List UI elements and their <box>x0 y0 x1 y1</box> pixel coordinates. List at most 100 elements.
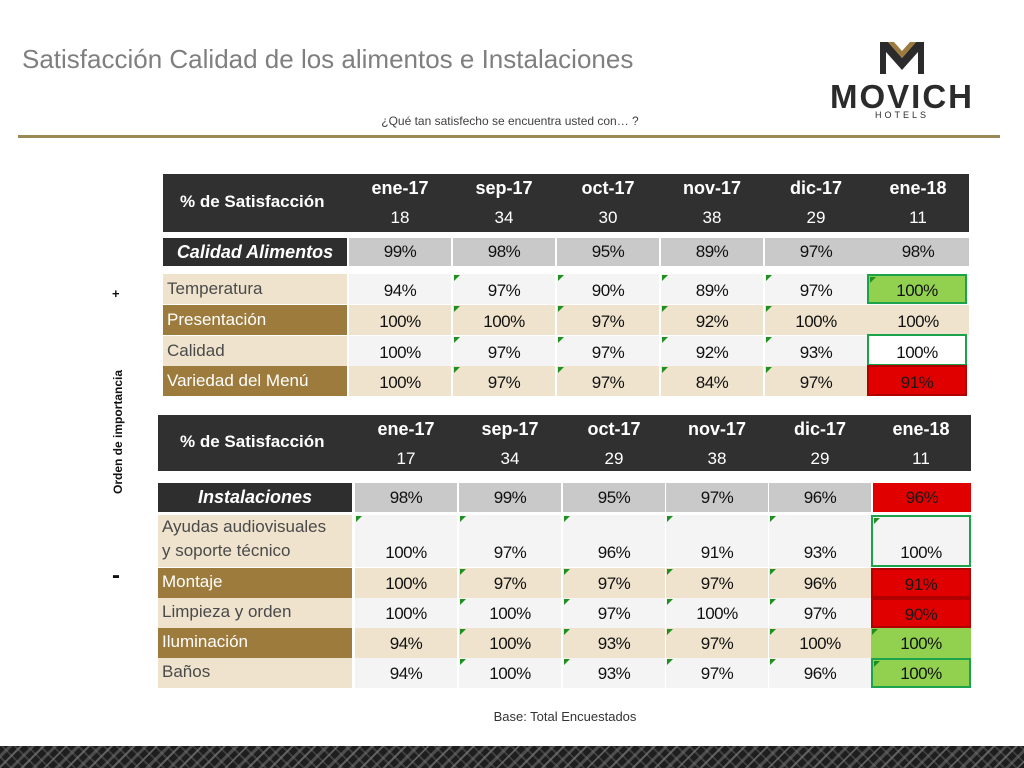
table1-cell-value: 97% <box>487 281 521 300</box>
table1-cell-value: 92% <box>695 312 729 331</box>
table2-cell: 96% <box>563 515 665 567</box>
table2-base: 29 <box>604 449 624 468</box>
table2-cell-highlight: 100% <box>871 515 971 567</box>
table1-cell: 97% <box>557 366 659 396</box>
base-footnote: Base: Total Encuestados <box>493 709 637 724</box>
table2-month: oct-17 <box>587 419 641 439</box>
table1-cell: 100% <box>453 305 555 335</box>
table2-cell-value: 100% <box>489 634 531 653</box>
table2-row-label-line2: y soporte técnico <box>162 541 291 560</box>
table1-month: sep-17 <box>475 178 533 198</box>
table1-month: nov-17 <box>682 178 742 198</box>
table1-cell: 97% <box>765 274 867 304</box>
table1-cell: 93% <box>765 336 867 366</box>
table2-header-label: % de Satisfacción <box>180 432 325 451</box>
table2-row-label-line1: Ayudas audiovisuales <box>162 517 327 536</box>
table1-month: ene-17 <box>371 178 429 198</box>
table2-cell-value: 100% <box>900 543 942 562</box>
table2-cell: 93% <box>563 628 665 658</box>
table2-cell: 100% <box>355 568 457 598</box>
comment-marker-icon <box>766 367 772 373</box>
table1-cell-value: 97% <box>591 343 625 362</box>
table2-month: ene-18 <box>892 419 950 439</box>
table1-cell-value: 97% <box>799 281 833 300</box>
table2-cell: 94% <box>355 628 457 658</box>
table2-section-value: 99% <box>459 483 561 512</box>
table2-cell-value: 100% <box>385 543 427 562</box>
table2-cell-value: 93% <box>803 543 837 562</box>
table2-cell-value: 91% <box>700 543 734 562</box>
table2-base: 38 <box>707 449 727 468</box>
table2-row-label: Ayudas audiovisuales y soporte técnico <box>158 515 352 567</box>
table2-section-label: Instalaciones <box>158 483 352 512</box>
table1-cell-value: 93% <box>799 343 833 362</box>
movich-monogram-icon <box>880 42 924 74</box>
table2-cell: 100% <box>459 598 561 628</box>
table1-header-label: % de Satisfacción <box>180 192 325 211</box>
comment-marker-icon <box>454 275 460 281</box>
comment-marker-icon <box>460 516 466 522</box>
comment-marker-icon <box>558 367 564 373</box>
table2-base: 11 <box>912 449 930 468</box>
comment-marker-icon <box>667 659 673 665</box>
table2-cell-value: 100% <box>696 604 738 623</box>
table2-month: dic-17 <box>793 419 847 439</box>
table1-cell-alert: 91% <box>867 365 967 396</box>
importance-minus-sign: - <box>112 562 120 589</box>
comment-marker-icon <box>356 516 362 522</box>
comment-marker-icon <box>662 275 668 281</box>
table1-base: 11 <box>909 208 927 227</box>
logo-tagline: HOTELS <box>874 110 929 120</box>
comment-marker-icon <box>454 337 460 343</box>
table2-month: sep-17 <box>481 419 539 439</box>
table1-cell: 92% <box>661 336 763 366</box>
comment-marker-icon <box>874 518 880 524</box>
table2-cell-value: 97% <box>803 604 837 623</box>
table2-cell: 100% <box>459 658 561 688</box>
table2-cell: 97% <box>666 658 768 688</box>
comment-marker-icon <box>770 516 776 522</box>
table2-section-value: 98% <box>355 483 457 512</box>
table1-cell: 90% <box>557 274 659 304</box>
comment-marker-icon <box>460 599 466 605</box>
movich-logo: MOVICH HOTELS <box>818 38 986 122</box>
comment-marker-icon <box>766 275 772 281</box>
table2-cell: 96% <box>769 658 871 688</box>
comment-marker-icon <box>872 629 878 635</box>
table1-cell: 97% <box>453 336 555 366</box>
table1-row-label: Calidad <box>163 336 347 366</box>
table1-cell: 100% <box>867 305 969 335</box>
table2-cell-value: 93% <box>597 664 631 683</box>
comment-marker-icon <box>454 367 460 373</box>
comment-marker-icon <box>460 569 466 575</box>
comment-marker-icon <box>460 659 466 665</box>
table1-cell-value: 97% <box>487 373 521 392</box>
table2-cell: 97% <box>459 568 561 598</box>
table2-cell-value: 100% <box>900 634 942 653</box>
table1-cell-highlight: 100% <box>867 334 967 366</box>
importance-axis-label: Orden de importancia <box>111 369 125 495</box>
table2-cell: 96% <box>769 568 871 598</box>
table2-cell-value: 100% <box>489 604 531 623</box>
decorative-pattern-band <box>0 746 1024 768</box>
comment-marker-icon <box>558 306 564 312</box>
table1-cell: 97% <box>557 336 659 366</box>
table1-section-value: 98% <box>867 238 969 266</box>
table1-cell-value: 100% <box>795 312 837 331</box>
table2-cell-alert: 90% <box>871 598 971 628</box>
table2-row-label: Iluminación <box>158 628 352 658</box>
table2-month: ene-17 <box>377 419 435 439</box>
table2-month: nov-17 <box>687 419 747 439</box>
table1-cell: 84% <box>661 366 763 396</box>
table2-cell-highlight: 100% <box>871 628 971 658</box>
table2-cell-alert: 91% <box>871 568 971 598</box>
table2-cell-value: 96% <box>597 543 631 562</box>
table1-cell-value: 90% <box>591 281 625 300</box>
importance-plus-sign: + <box>112 286 120 301</box>
table2-cell-value: 100% <box>900 664 942 683</box>
table1-cell-value: 97% <box>487 343 521 362</box>
table1-cell-value: 97% <box>591 312 625 331</box>
table1-base: 38 <box>702 208 722 227</box>
table1-cell-highlight: 100% <box>867 274 967 304</box>
table1-cell: 97% <box>453 366 555 396</box>
